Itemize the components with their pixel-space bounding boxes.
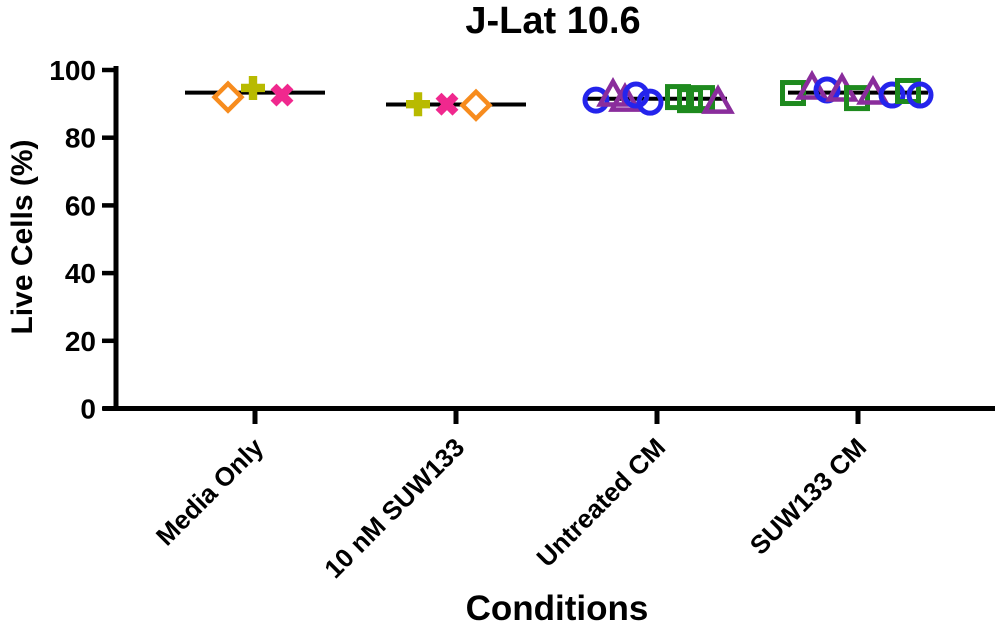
y-tick-label: 60	[65, 190, 96, 221]
x-tick-label: Media Only	[150, 432, 270, 552]
data-point-square	[895, 77, 921, 104]
y-tick-label: 0	[80, 394, 96, 425]
axes: 0 20 40 60 80 100 Media Only 10 nM SUW133 Untrea…	[49, 55, 995, 584]
data-point-circle	[878, 81, 906, 109]
data-point-diamond	[211, 80, 245, 114]
data-point-plus	[406, 92, 430, 117]
y-tick-label: 20	[65, 326, 96, 357]
x-tick-label: 10 nM SUW133	[318, 432, 470, 584]
x-tick-label: Untreated CM	[531, 432, 672, 573]
data-point-circle	[636, 88, 664, 116]
data-point-circle	[622, 81, 650, 109]
y-tick-label: 100	[49, 55, 96, 86]
y-axis-title: Live Cells (%)	[6, 139, 39, 334]
data-point-plus	[241, 75, 265, 100]
data-point-square	[844, 85, 870, 112]
data-point-triangle	[608, 82, 642, 112]
y-tick-label: 40	[65, 258, 96, 289]
data-point-circle	[906, 81, 934, 109]
data-point-x	[270, 83, 294, 107]
y-tick-label: 80	[65, 123, 96, 154]
chart-title: J-Lat 10.6	[465, 0, 640, 42]
x-axis-title: Conditions	[466, 589, 649, 628]
data-point-x	[435, 92, 459, 116]
data-point-circle	[582, 86, 610, 114]
data-points	[185, 69, 934, 122]
x-tick-label: SUW133 CM	[744, 432, 872, 560]
data-point-triangle	[701, 84, 735, 114]
data-point-diamond	[459, 88, 493, 122]
